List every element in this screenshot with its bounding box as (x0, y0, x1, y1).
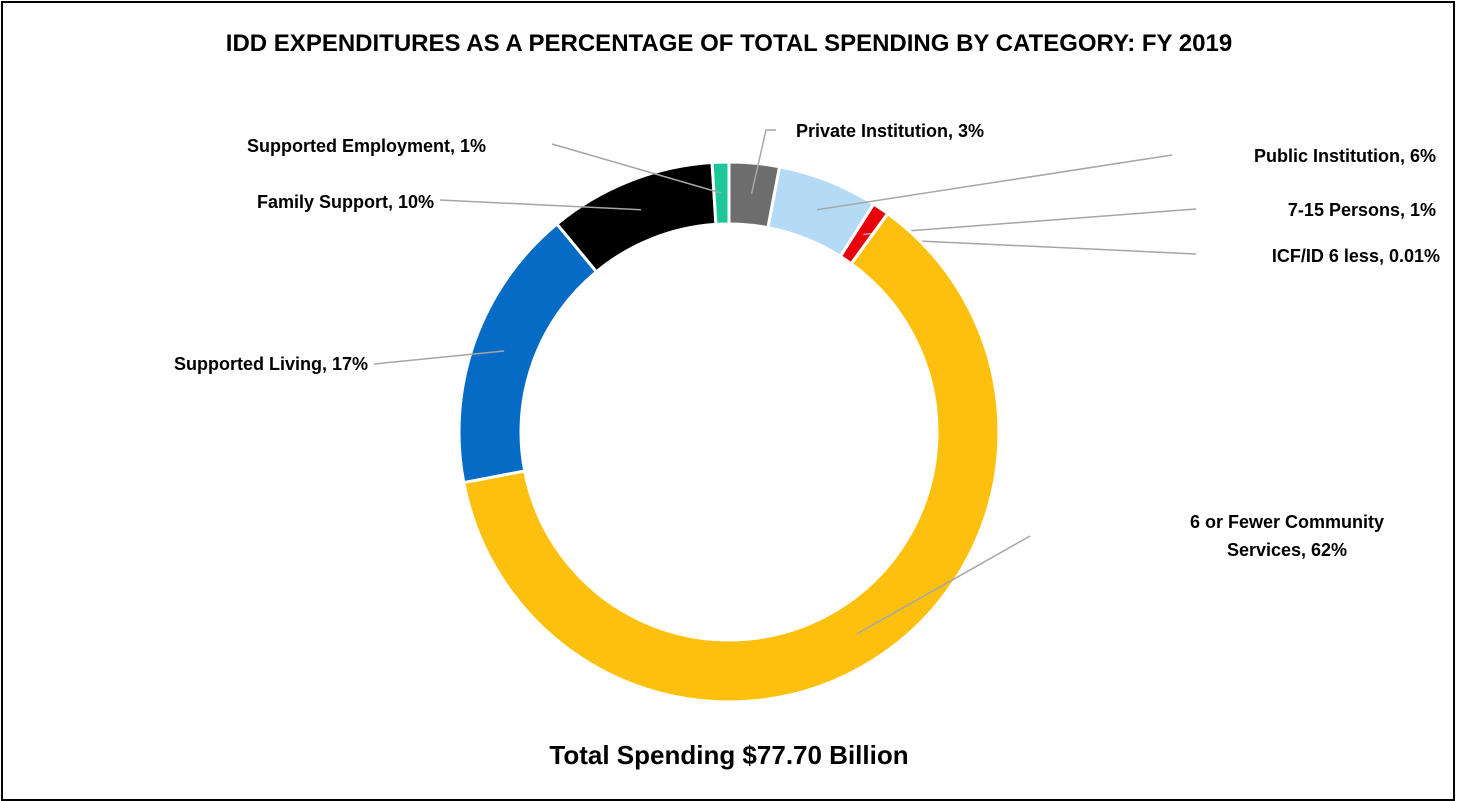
chart-title: IDD EXPENDITURES AS A PERCENTAGE OF TOTA… (225, 30, 1233, 57)
leader-line (750, 129, 776, 195)
leader-line (439, 199, 642, 211)
leader-line (863, 208, 1197, 236)
chart-footer: Total Spending $77.70 Billion (549, 740, 909, 770)
leader-line (551, 143, 722, 194)
leader-line (869, 237, 1197, 255)
data-label: Public Institution, 6% (1254, 146, 1436, 166)
slice-6-or-fewer-community-services (462, 211, 1001, 704)
data-label: Family Support, 10% (257, 192, 434, 212)
leader-line (373, 350, 505, 365)
donut-chart: Private Institution, 3% Public Institutio… (174, 121, 1440, 704)
data-label: Supported Employment, 1% (247, 136, 486, 156)
leader-line (856, 535, 1031, 635)
data-label: Supported Living, 17% (174, 354, 368, 374)
leader-line (816, 154, 1173, 211)
data-label: ICF/ID 6 less, 0.01% (1272, 246, 1440, 266)
data-label: Private Institution, 3% (796, 121, 984, 141)
data-label: 6 or Fewer Community Services, 62% (1190, 512, 1384, 560)
data-label: 7-15 Persons, 1% (1288, 200, 1436, 220)
